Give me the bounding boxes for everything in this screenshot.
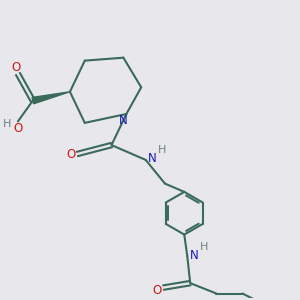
Text: H: H — [200, 242, 209, 252]
Text: N: N — [190, 249, 198, 262]
Polygon shape — [32, 92, 70, 104]
Text: O: O — [12, 61, 21, 74]
Text: O: O — [152, 284, 162, 297]
Text: N: N — [148, 152, 157, 165]
Text: H: H — [158, 145, 166, 154]
Text: H: H — [2, 119, 11, 129]
Text: O: O — [13, 122, 22, 135]
Text: N: N — [118, 114, 127, 127]
Text: O: O — [66, 148, 75, 161]
